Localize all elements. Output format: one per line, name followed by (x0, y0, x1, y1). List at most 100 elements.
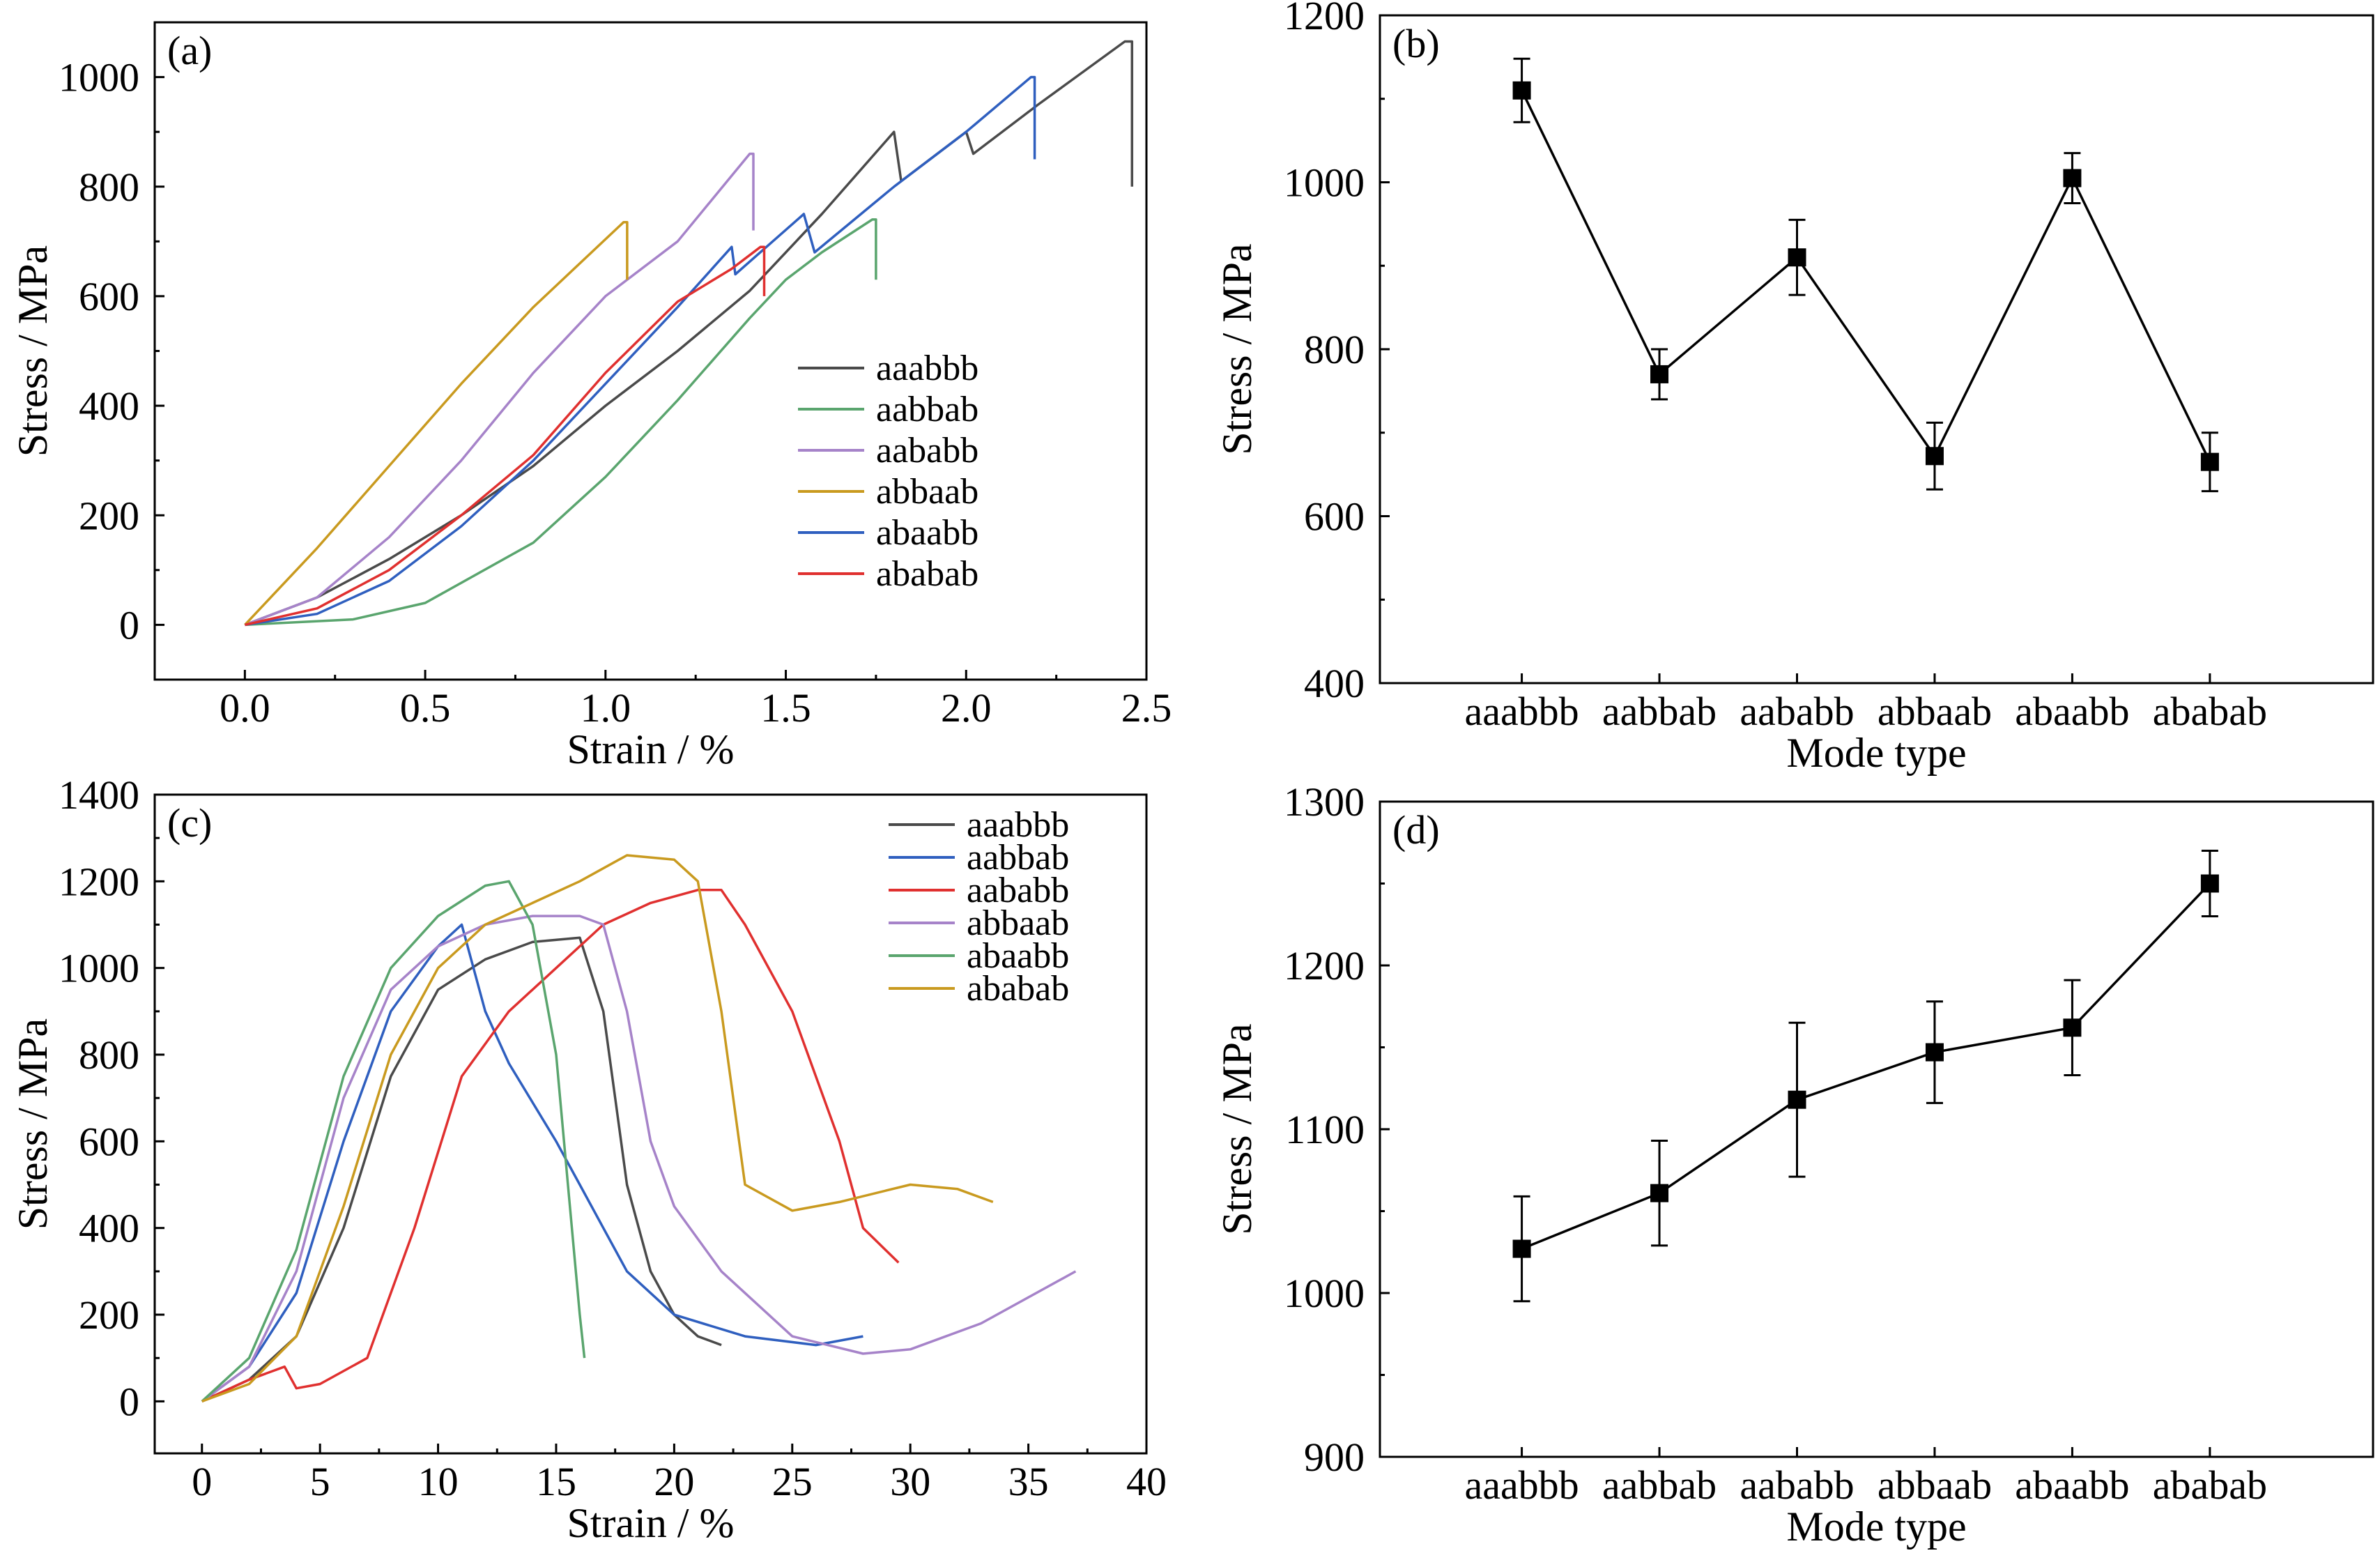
y-axis-title: Stress / MPa (10, 1018, 56, 1230)
x-tick-label: 2.5 (1121, 685, 1172, 731)
series-line-aaabbb (244, 40, 1134, 627)
y-tick-label: 600 (1304, 494, 1365, 540)
x-tick-label: 5 (310, 1459, 330, 1504)
legend-label-aaabbb: aaabbb (967, 805, 1069, 845)
y-tick-label: 1200 (1284, 943, 1365, 988)
y-tick-label: 1200 (1284, 0, 1365, 38)
x-tick-label: 10 (418, 1459, 459, 1504)
data-point-aabbab (1650, 1184, 1669, 1202)
x-tick-label: 2.0 (941, 685, 992, 731)
x-tick-label: 20 (654, 1459, 694, 1504)
x-tick-label: abbaab (1878, 1462, 1992, 1508)
data-point-ababab (2200, 452, 2219, 471)
y-tick-label: 600 (79, 1119, 139, 1164)
data-point-aaabbb (1512, 1239, 1531, 1258)
y-tick-label: 800 (79, 1032, 139, 1078)
panel-label: (b) (1392, 21, 1440, 66)
x-tick-label: 0.5 (400, 685, 451, 731)
x-tick-label: 30 (890, 1459, 930, 1504)
series-line-abbaab (201, 915, 1077, 1402)
panel-label: (d) (1392, 807, 1440, 852)
x-tick-label: 0.0 (220, 685, 270, 731)
legend-label-ababab: ababab (967, 969, 1069, 1009)
x-tick-label: abaabb (2015, 689, 2129, 734)
y-axis-title: Stress / MPa (1214, 243, 1260, 454)
y-tick-label: 800 (1304, 327, 1365, 372)
y-tick-label: 1000 (59, 946, 139, 991)
x-tick-label: abaabb (2015, 1462, 2129, 1508)
legend-label-aabbab: aabbab (967, 838, 1069, 878)
legend-label-aababb: aababb (876, 431, 978, 471)
plot-frame (153, 21, 1148, 681)
data-point-abbaab (1925, 1043, 1944, 1062)
y-tick-label: 400 (79, 383, 139, 429)
legend-label-abaabb: abaabb (876, 513, 978, 553)
x-tick-label: 0 (192, 1459, 212, 1504)
series-line-aaabbb (201, 936, 722, 1402)
series-line-ababab (201, 854, 994, 1403)
data-point-aababb (1788, 1090, 1806, 1109)
x-tick-label: 35 (1008, 1459, 1049, 1504)
x-tick-label: 15 (536, 1459, 576, 1504)
x-tick-label: aaabbb (1464, 1462, 1579, 1508)
x-tick-label: abbaab (1878, 689, 1992, 734)
data-point-aababb (1788, 248, 1806, 267)
y-tick-label: 1100 (1285, 1107, 1365, 1152)
x-axis-title: Strain / % (567, 726, 735, 772)
y-tick-label: 1200 (59, 859, 139, 904)
x-tick-label: ababab (2153, 1462, 2267, 1508)
legend-label-aabbab: aabbab (876, 390, 978, 429)
y-tick-label: 1400 (59, 772, 139, 818)
x-axis-title: Mode type (1786, 1504, 1966, 1550)
x-tick-label: 40 (1126, 1459, 1167, 1504)
panel-a-strain-stress-chart: 0.0 0.5 1.0 1.5 2.0 2.5 0 200 400 600 800 1000 Strai… (10, 21, 1172, 772)
x-tick-label: 25 (772, 1459, 813, 1504)
mean-line (1521, 90, 2211, 463)
plot-frame (1379, 14, 2374, 685)
x-tick-label: aabbab (1602, 1462, 1717, 1508)
y-tick-label: 1000 (59, 55, 139, 100)
y-tick-label: 1300 (1284, 779, 1365, 825)
y-tick-label: 900 (1304, 1435, 1365, 1480)
x-tick-label: 1.5 (760, 685, 811, 731)
y-tick-label: 200 (79, 493, 139, 538)
y-tick-label: 800 (79, 165, 139, 210)
panel-c-strain-stress-chart: 0 5 10 15 20 25 30 35 40020040060080010001200140… (10, 772, 1167, 1546)
panel-b-mode-stress-chart: aaabbb aabbab aababb abbaab abaabb ababab 400 6… (1214, 0, 2374, 776)
data-point-aaabbb (1512, 81, 1531, 100)
legend-label-aaabbb: aaabbb (876, 349, 978, 388)
y-tick-label: 600 (79, 274, 139, 319)
mean-line (1521, 882, 2211, 1251)
y-tick-label: 1000 (1284, 160, 1365, 206)
y-tick-label: 400 (79, 1206, 139, 1251)
legend-label-abbaab: abbaab (967, 903, 1069, 943)
panel-label: (c) (167, 800, 212, 846)
x-tick-label: aababb (1740, 689, 1854, 734)
data-point-ababab (2200, 874, 2219, 893)
series-line-abbaab (244, 221, 629, 626)
x-axis-title: Strain / % (567, 1500, 735, 1546)
series-line-aababb (201, 889, 900, 1402)
panel-label: (a) (167, 28, 212, 73)
plot-frame (153, 793, 1148, 1455)
x-tick-label: ababab (2153, 689, 2267, 734)
y-tick-label: 0 (119, 1379, 139, 1424)
x-tick-label: aabbab (1602, 689, 1717, 734)
series-line-ababab (245, 245, 766, 627)
series-line-aabbab (245, 218, 877, 627)
y-tick-label: 1000 (1284, 1271, 1365, 1316)
data-point-abaabb (2063, 169, 2082, 188)
y-tick-label: 0 (119, 602, 139, 648)
y-axis-title: Stress / MPa (10, 245, 56, 457)
series-line-abaabb (201, 880, 586, 1402)
data-point-aabbab (1650, 365, 1669, 383)
series-line-abaabb (245, 75, 1036, 627)
legend-label-abbaab: abbaab (876, 472, 978, 512)
series-line-aababb (244, 152, 755, 627)
y-axis-title: Stress / MPa (1214, 1023, 1260, 1234)
x-tick-label: aaabbb (1464, 689, 1579, 734)
legend-label-abaabb: abaabb (967, 936, 1069, 976)
